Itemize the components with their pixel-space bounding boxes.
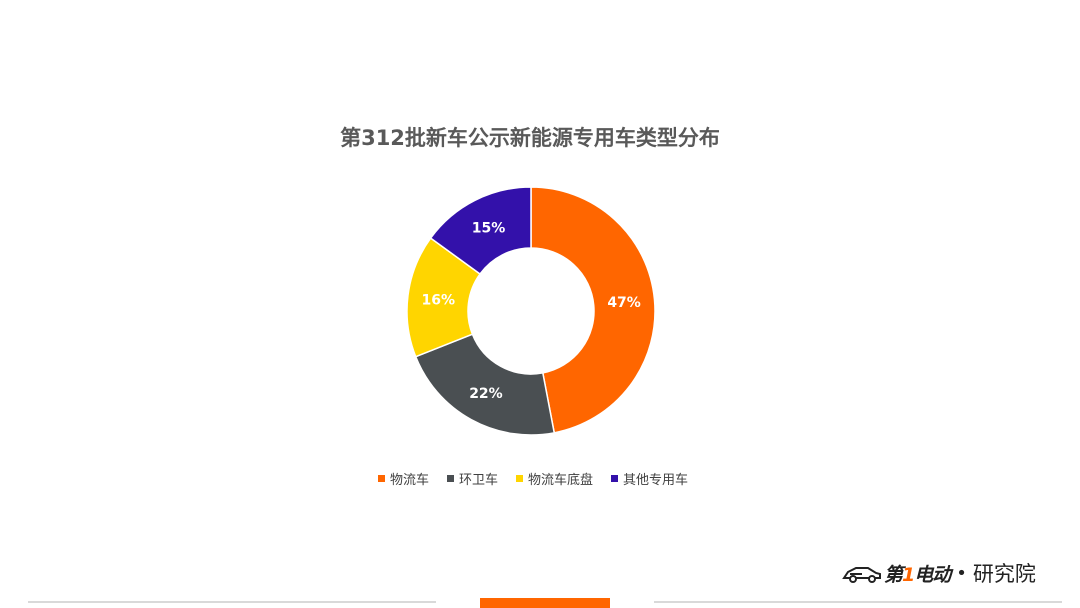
legend-label-sanitation: 环卫车 <box>458 473 498 488</box>
chart-title: 第312批新车公示新能源专用车类型分布 <box>340 126 720 150</box>
legend-label-other: 其他专用车 <box>623 473 689 488</box>
logo-brand-suffix: 电动 <box>914 563 951 586</box>
logo-brand: 第1电动 <box>884 560 951 587</box>
legend-item-other: 其他专用车 <box>611 469 688 488</box>
donut-slice-logistics <box>530 186 656 434</box>
legend-swatch-logistics-chassis <box>516 475 523 482</box>
logo-separator: • <box>956 562 967 584</box>
legend-label-logistics-chassis: 物流车底盘 <box>528 473 594 488</box>
logo-institute: 研究院 <box>972 562 1036 586</box>
logo-brand-number: 1 <box>902 563 915 586</box>
footer-accent-bar <box>480 598 610 608</box>
data-label-logistics-chassis: 16% <box>421 292 455 308</box>
legend-swatch-logistics <box>377 475 385 482</box>
logo-brand-prefix: 第 <box>884 563 903 586</box>
chart-legend: 物流车 环卫车 物流车底盘 其他专用车 <box>0 469 1066 488</box>
logo: 第1电动 • 研究院 <box>842 558 1057 588</box>
legend-label-logistics: 物流车 <box>389 473 429 488</box>
legend-item-logistics-chassis: 物流车底盘 <box>516 469 593 488</box>
data-label-other: 15% <box>472 221 506 237</box>
donut-slice-sanitation <box>414 333 556 436</box>
footer-divider-right <box>654 601 1062 603</box>
donut-slice-other <box>429 186 532 276</box>
footer-divider-left <box>28 601 436 603</box>
legend-swatch-sanitation <box>446 475 454 482</box>
data-label-logistics: 47% <box>607 295 641 311</box>
legend-item-logistics: 物流车 <box>377 469 429 488</box>
car-icon <box>842 567 881 583</box>
data-label-sanitation: 22% <box>469 386 503 402</box>
legend-swatch-other <box>611 475 619 482</box>
legend-item-sanitation: 环卫车 <box>446 469 498 488</box>
